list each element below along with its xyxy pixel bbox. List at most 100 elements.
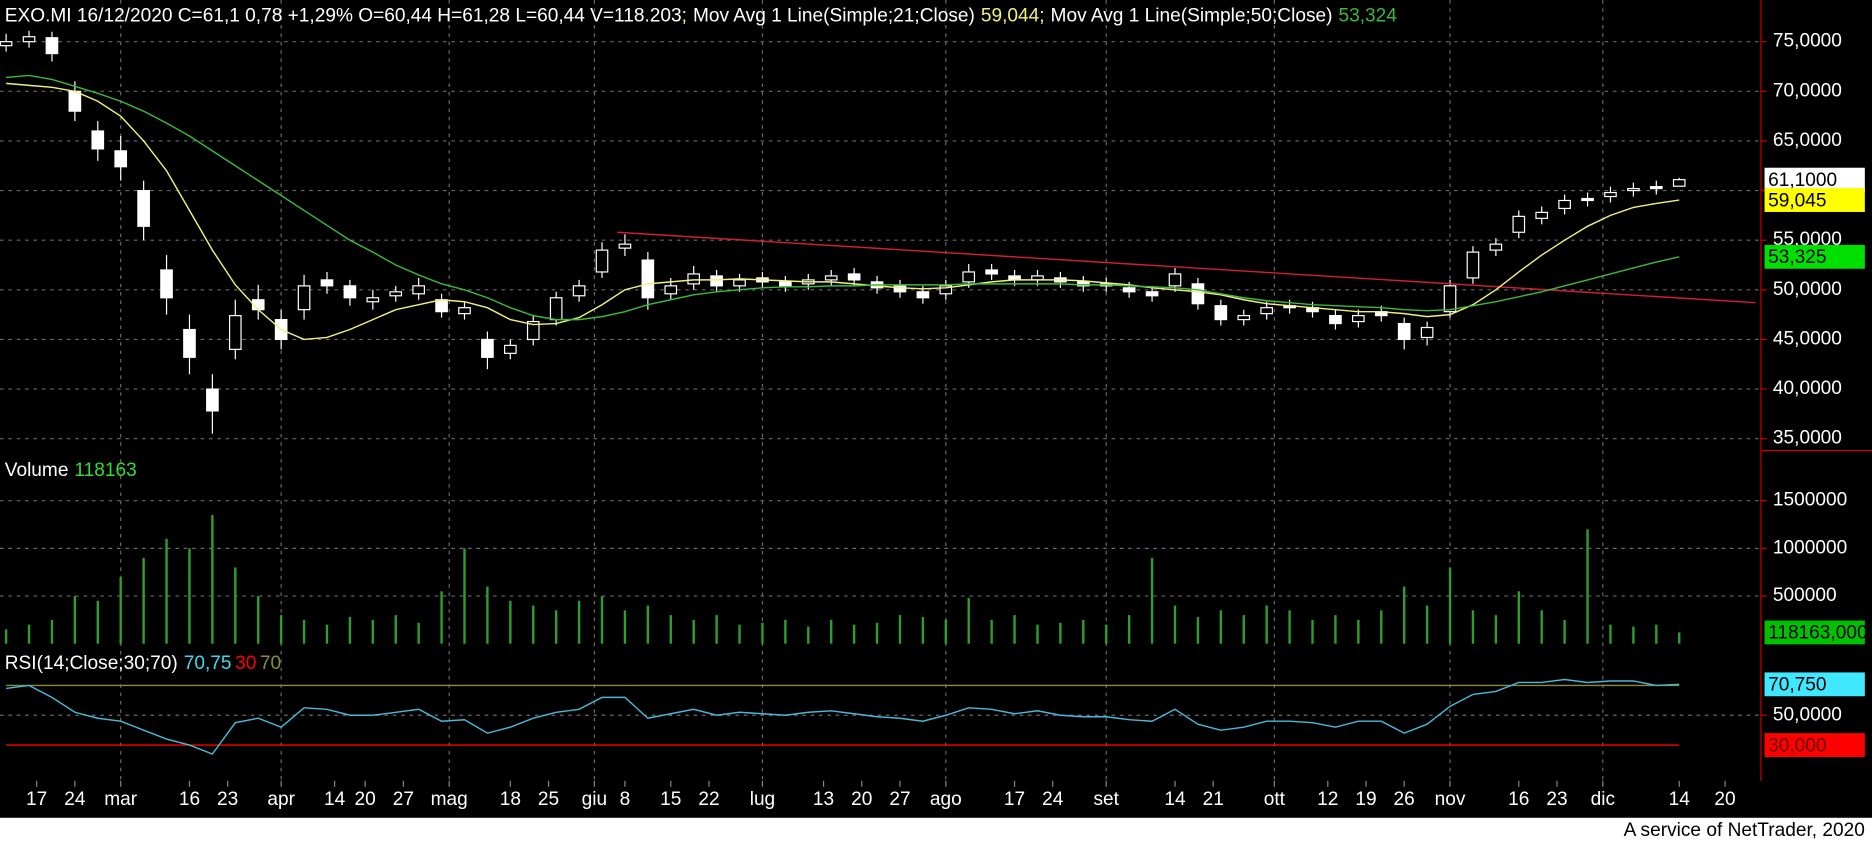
level-label: 70 (260, 653, 281, 674)
x-tick-label: 15 (660, 789, 681, 810)
candle-body (1397, 322, 1411, 341)
volume-bar (1334, 615, 1337, 644)
candle-body (1443, 285, 1457, 313)
candle-body (1076, 281, 1090, 287)
volume-bar (1494, 615, 1498, 644)
volume-bar (211, 514, 214, 644)
volume-bar (234, 567, 237, 644)
candle-body (1122, 287, 1136, 293)
volume-bar (1380, 610, 1383, 644)
candle-body (0, 41, 13, 47)
chart-title: EXO.MI 16/12/2020 C=61,1 0,78 +1,29% O=6… (5, 6, 682, 27)
volume-bar (1311, 619, 1314, 644)
candle-body (893, 285, 907, 293)
candle-body (1535, 211, 1549, 219)
last-value-box (1764, 620, 1865, 645)
volume-bar (1402, 586, 1406, 644)
y-tick-label: 50,0000 (1773, 279, 1842, 300)
last-value-label: 53,325 (1768, 247, 1826, 268)
y-tick-label: 50,0000 (1773, 704, 1842, 725)
candle-body (779, 281, 792, 287)
x-tick-label: 16 (1508, 789, 1529, 810)
last-value-label: 30,000 (1768, 735, 1826, 756)
x-tick-label: 14 (1669, 789, 1691, 810)
x-tick-label: 24 (64, 789, 86, 810)
x-tick-label: 27 (889, 789, 910, 810)
volume-bar (623, 610, 627, 644)
volume-bar (1219, 610, 1223, 644)
volume-bar (509, 600, 512, 644)
volume-bar (1150, 557, 1154, 644)
x-tick-label: 25 (538, 789, 559, 810)
candle-body (733, 279, 746, 287)
last-value-box (1764, 188, 1865, 212)
footer: A service of NetTrader, 2020 (1624, 820, 1865, 841)
footer-band (0, 817, 1872, 844)
volume-bar (1036, 624, 1039, 644)
volume-bar (4, 629, 8, 644)
volume-bar (1127, 615, 1131, 644)
volume-bar (188, 548, 191, 644)
volume-bar (119, 576, 122, 644)
volume-bar (165, 538, 168, 644)
volume-bar (96, 600, 99, 644)
x-tick-label: 13 (813, 789, 834, 810)
candle-body (412, 285, 425, 295)
panel-header: Volume 118163 (5, 460, 137, 481)
candle-body (206, 388, 219, 412)
x-tick-label: 22 (698, 789, 719, 810)
volume-bar (898, 615, 902, 644)
candle-body (1604, 191, 1617, 198)
x-tick-label: 20 (355, 789, 376, 810)
x-tick-label: apr (267, 789, 295, 810)
candle-body (435, 299, 448, 313)
x-tick-label: 20 (851, 789, 872, 810)
panel-title: Volume (5, 460, 69, 481)
legend-value: 53,324 (1338, 6, 1397, 27)
candle-body (939, 285, 953, 295)
candle-body (366, 297, 380, 303)
panel-value: 70,75 (184, 653, 232, 674)
legend-entry: Mov Avg 1 Line(Simple;50;Close) (1051, 6, 1333, 27)
candle-body (1558, 199, 1571, 210)
x-tick-label: 23 (217, 789, 238, 810)
candle-body (1581, 197, 1594, 202)
candle-body (228, 315, 242, 350)
candle-body (1145, 291, 1159, 297)
last-value-label: 118163,000 (1768, 623, 1867, 644)
volume-bar (371, 619, 375, 644)
x-tick-label: 17 (1004, 789, 1025, 810)
x-tick-label: 26 (1394, 789, 1415, 810)
volume-bar (1678, 632, 1681, 644)
volume-bar (1540, 610, 1543, 644)
volume-bar (830, 619, 833, 644)
candle-body (114, 150, 128, 168)
candle-body (1260, 307, 1274, 315)
candle-body (641, 259, 655, 299)
x-tick-label: ago (930, 789, 962, 810)
candle-body (320, 279, 334, 287)
candle-body (1329, 315, 1342, 325)
volume-bar (1196, 617, 1200, 644)
candle-body (595, 249, 609, 273)
last-value-box (1764, 167, 1865, 192)
candle-body (824, 275, 838, 281)
x-tick-label: dic (1591, 789, 1616, 810)
candle-body (526, 320, 540, 341)
candle-body (45, 37, 59, 55)
y-tick-label: 500000 (1773, 585, 1837, 606)
x-tick-label: 23 (1546, 789, 1567, 810)
volume-bar (1563, 619, 1566, 644)
y-tick-label: 45,0000 (1773, 329, 1842, 350)
x-tick-label: 8 (620, 789, 631, 810)
volume-bar (738, 624, 741, 644)
volume-bar (715, 615, 718, 644)
volume-bar (440, 591, 443, 644)
y-tick-label: 65,0000 (1773, 130, 1842, 151)
volume-bar (990, 619, 993, 644)
volume-bar (394, 615, 397, 644)
volume-bar (1082, 619, 1085, 644)
y-tick-label: 35,0000 (1773, 428, 1842, 449)
panel-value: 118163 (74, 460, 136, 481)
